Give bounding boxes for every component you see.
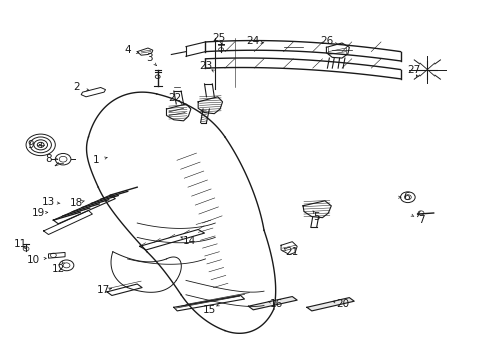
Text: 18: 18: [69, 198, 83, 208]
Text: 12: 12: [52, 264, 65, 274]
Polygon shape: [248, 297, 297, 310]
Text: 15: 15: [203, 305, 216, 315]
Circle shape: [155, 75, 160, 78]
Text: 3: 3: [146, 53, 152, 63]
Text: 24: 24: [246, 36, 259, 46]
Text: 11: 11: [14, 239, 27, 249]
Text: 10: 10: [27, 255, 41, 265]
Text: 17: 17: [96, 285, 109, 296]
Text: 5: 5: [313, 212, 319, 221]
Text: 25: 25: [212, 33, 225, 43]
Text: 27: 27: [407, 64, 420, 75]
Text: 9: 9: [27, 140, 34, 150]
Text: 20: 20: [336, 299, 349, 309]
Text: 21: 21: [285, 247, 298, 257]
Polygon shape: [306, 298, 353, 311]
Text: 19: 19: [32, 208, 45, 218]
Text: 6: 6: [402, 192, 409, 202]
Text: 8: 8: [45, 154, 52, 164]
Text: 22: 22: [168, 93, 182, 103]
Text: 13: 13: [42, 197, 55, 207]
Text: 26: 26: [319, 36, 332, 46]
Text: 4: 4: [124, 45, 130, 55]
Text: 16: 16: [269, 299, 282, 309]
Text: 2: 2: [73, 82, 80, 93]
Text: 7: 7: [417, 215, 424, 225]
Text: 14: 14: [183, 236, 196, 246]
Text: 1: 1: [92, 155, 99, 165]
Text: 23: 23: [199, 61, 212, 71]
